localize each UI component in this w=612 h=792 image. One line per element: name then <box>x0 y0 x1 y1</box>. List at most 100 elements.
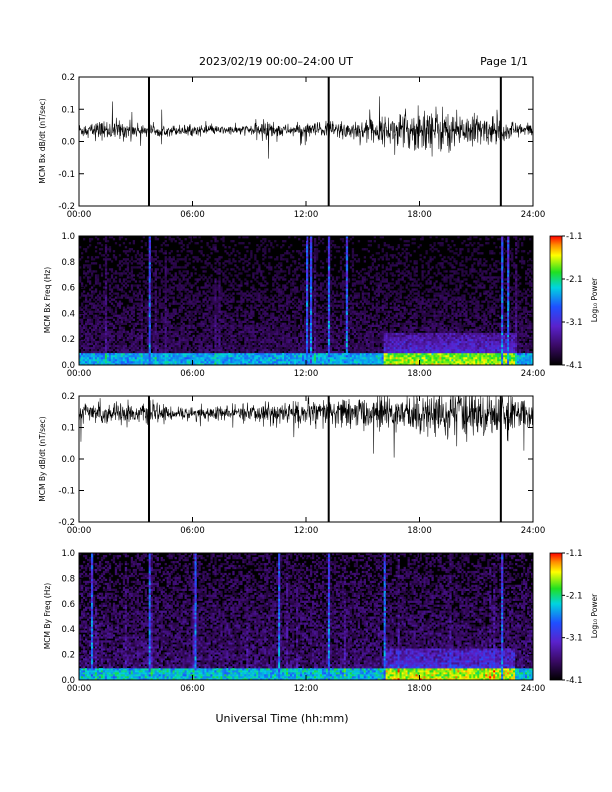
spectrogram-cell <box>310 313 312 315</box>
spectrogram-cell <box>127 337 129 339</box>
spectrogram-cell <box>304 331 306 333</box>
spectrogram-cell <box>194 311 196 313</box>
spectrogram-cell <box>244 361 246 363</box>
spectrogram-cell <box>181 292 183 294</box>
spectrogram-cell <box>101 274 103 276</box>
spectrogram-cell <box>246 280 248 282</box>
spectrogram-cell <box>161 315 163 317</box>
spectrogram-cell <box>183 319 185 321</box>
spectrogram-cell <box>346 268 348 270</box>
spectrogram-cell <box>272 349 274 351</box>
spectrogram-cell <box>258 311 260 313</box>
spectrogram-cell <box>240 313 242 315</box>
spectrogram-cell <box>115 296 117 298</box>
spectrogram-cell <box>224 325 226 327</box>
spectrogram-cell <box>173 345 175 347</box>
spectrogram-cell <box>346 335 348 337</box>
spectrogram-cell <box>340 339 342 341</box>
spectrogram-cell <box>214 317 216 319</box>
spectrogram-cell <box>308 351 310 353</box>
spectrogram-cell <box>312 345 314 347</box>
spectrogram-cell <box>177 258 179 260</box>
spectrogram-cell <box>111 345 113 347</box>
spectrogram-cell <box>95 278 97 280</box>
spectrogram-cell <box>141 351 143 353</box>
spectrogram-cell <box>232 258 234 260</box>
spectrogram-cell <box>218 262 220 264</box>
spectrogram-cell <box>127 276 129 278</box>
spectrogram-cell <box>346 337 348 339</box>
spectrogram-cell <box>298 361 300 363</box>
spectrogram-cell <box>280 264 282 266</box>
spectrogram-cell <box>288 252 290 254</box>
spectrogram-cell <box>324 288 326 290</box>
spectrogram-cell <box>306 331 308 333</box>
spectrogram-cell <box>204 303 206 305</box>
spectrogram-cell <box>226 361 228 363</box>
spectrogram-cell <box>236 345 238 347</box>
spectrogram-cell <box>175 355 177 357</box>
spectrogram-cell <box>306 319 308 321</box>
spectrogram-cell <box>95 309 97 311</box>
spectrogram-cell <box>280 329 282 331</box>
spectrogram-cell <box>296 339 298 341</box>
spectrogram-cell <box>336 355 338 357</box>
spectrogram-cell <box>314 296 316 298</box>
spectrogram-cell <box>123 353 125 355</box>
spectrogram-cell <box>292 274 294 276</box>
spectrogram-cell <box>151 260 153 262</box>
spectrogram-cell <box>266 341 268 343</box>
spectrogram-cell <box>123 270 125 272</box>
spectrogram-cell <box>244 246 246 248</box>
spectrogram-cell <box>332 341 334 343</box>
spectrogram-cell <box>93 351 95 353</box>
spectrogram-cell <box>85 339 87 341</box>
spectrogram-cell <box>151 359 153 361</box>
spectrogram-cell <box>288 294 290 296</box>
spectrogram-cell <box>123 313 125 315</box>
spectrogram-cell <box>222 357 224 359</box>
spectrogram-cell <box>143 325 145 327</box>
spectrogram-cell <box>103 301 105 303</box>
spectrogram-cell <box>149 270 151 272</box>
spectrogram-cell <box>278 262 280 264</box>
spectrogram-cell <box>85 248 87 250</box>
spectrogram-cell <box>318 294 320 296</box>
spectrogram-cell <box>99 248 101 250</box>
spectrogram-cell <box>234 270 236 272</box>
spectrogram-cell <box>153 260 155 262</box>
spectrogram-cell <box>308 329 310 331</box>
spectrogram-cell <box>292 280 294 282</box>
spectrogram-cell <box>85 333 87 335</box>
spectrogram-cell <box>155 250 157 252</box>
spectrogram-cell <box>278 329 280 331</box>
spectrogram-cell <box>85 335 87 337</box>
spectrogram-cell <box>252 325 254 327</box>
spectrogram-cell <box>200 294 202 296</box>
spectrogram-cell <box>173 315 175 317</box>
spectrogram-cell <box>262 331 264 333</box>
spectrogram-cell <box>328 240 330 242</box>
spectrogram-cell <box>177 341 179 343</box>
spectrogram-cell <box>260 296 262 298</box>
spectrogram-cell <box>141 357 143 359</box>
spectrogram-cell <box>216 349 218 351</box>
spectrogram-cell <box>256 270 258 272</box>
spectrogram-cell <box>298 333 300 335</box>
spectrogram-cell <box>308 290 310 292</box>
spectrogram-cell <box>97 343 99 345</box>
spectrogram-cell <box>125 347 127 349</box>
spectrogram-cell <box>304 317 306 319</box>
spectrogram-cell <box>103 343 105 345</box>
spectrogram-cell <box>216 353 218 355</box>
spectrogram-cell <box>119 359 121 361</box>
spectrogram-cell <box>246 355 248 357</box>
spectrogram-cell <box>113 272 115 274</box>
spectrogram-cell <box>300 315 302 317</box>
spectrogram-cell <box>89 301 91 303</box>
spectrogram-cell <box>284 339 286 341</box>
spectrogram-cell <box>322 323 324 325</box>
spectrogram-cell <box>163 317 165 319</box>
spectrogram-cell <box>121 323 123 325</box>
spectrogram-cell <box>109 311 111 313</box>
